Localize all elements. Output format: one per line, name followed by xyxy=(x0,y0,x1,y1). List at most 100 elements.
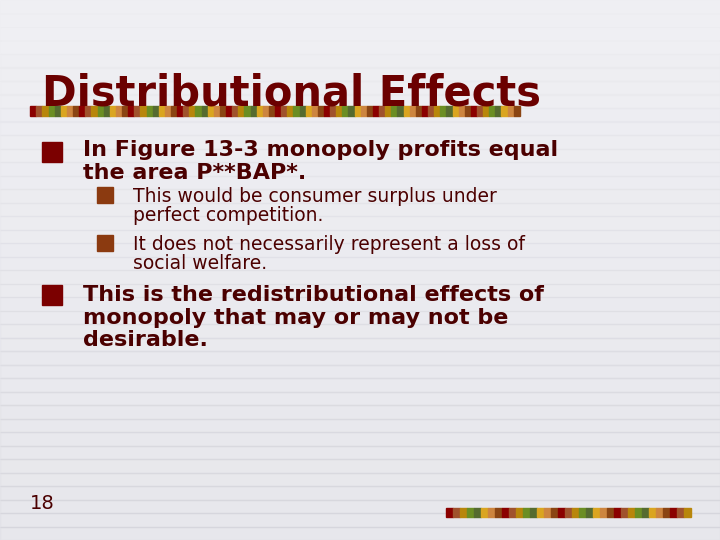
Bar xyxy=(348,106,355,116)
Bar xyxy=(422,106,428,116)
Bar xyxy=(453,106,459,116)
Bar xyxy=(0,500,720,513)
Bar xyxy=(0,513,720,526)
Bar xyxy=(0,526,720,540)
Bar xyxy=(98,106,104,116)
Text: the area P**BAP*.: the area P**BAP*. xyxy=(83,163,306,183)
Bar xyxy=(0,189,720,202)
Bar xyxy=(392,106,397,116)
Bar xyxy=(36,106,42,116)
Bar xyxy=(0,176,720,189)
Bar xyxy=(0,446,720,459)
Bar xyxy=(434,106,441,116)
Bar xyxy=(428,106,434,116)
Bar xyxy=(656,508,663,517)
Text: Distributional Effects: Distributional Effects xyxy=(42,73,541,115)
Bar xyxy=(0,297,720,310)
Text: perfect competition.: perfect competition. xyxy=(133,206,323,225)
Bar xyxy=(0,432,720,445)
Bar xyxy=(678,508,684,517)
Bar xyxy=(0,418,720,432)
Bar xyxy=(488,508,495,517)
Bar xyxy=(245,106,251,116)
Bar xyxy=(312,106,318,116)
Bar xyxy=(482,508,488,517)
Bar xyxy=(531,508,537,517)
Bar xyxy=(116,106,122,116)
Bar xyxy=(0,40,720,54)
Bar xyxy=(0,364,720,378)
Bar xyxy=(330,106,336,116)
Bar xyxy=(502,106,508,116)
Bar xyxy=(128,106,135,116)
Bar xyxy=(0,148,720,162)
Bar xyxy=(474,508,482,517)
Bar xyxy=(97,187,113,203)
Bar xyxy=(490,106,495,116)
Bar xyxy=(171,106,177,116)
Bar xyxy=(73,106,79,116)
Bar xyxy=(208,106,214,116)
Bar xyxy=(0,284,720,297)
Bar xyxy=(110,106,116,116)
Bar xyxy=(122,106,128,116)
Bar xyxy=(572,508,580,517)
Bar xyxy=(269,106,275,116)
Bar xyxy=(483,106,490,116)
Bar xyxy=(79,106,86,116)
Bar xyxy=(305,106,312,116)
Bar xyxy=(0,0,720,14)
Text: This would be consumer surplus under: This would be consumer surplus under xyxy=(133,187,497,206)
Bar xyxy=(649,508,656,517)
Bar xyxy=(580,508,586,517)
Bar xyxy=(140,106,147,116)
Bar xyxy=(600,508,607,517)
Bar xyxy=(324,106,330,116)
Bar xyxy=(202,106,208,116)
Bar xyxy=(477,106,483,116)
Bar xyxy=(0,324,720,338)
Bar xyxy=(0,202,720,216)
Text: This is the redistributional effects of: This is the redistributional effects of xyxy=(83,285,544,305)
Bar xyxy=(514,106,520,116)
Bar xyxy=(397,106,403,116)
Bar xyxy=(238,106,245,116)
Bar xyxy=(537,508,544,517)
Bar xyxy=(0,230,720,243)
Bar xyxy=(454,508,460,517)
Bar xyxy=(147,106,153,116)
Bar xyxy=(416,106,422,116)
Text: social welfare.: social welfare. xyxy=(133,254,267,273)
Bar xyxy=(460,508,467,517)
Bar xyxy=(0,270,720,284)
Bar xyxy=(287,106,294,116)
Bar xyxy=(0,378,720,392)
Bar xyxy=(60,106,67,116)
Bar xyxy=(508,106,514,116)
Bar xyxy=(565,508,572,517)
Bar xyxy=(503,508,509,517)
Bar xyxy=(0,94,720,108)
Bar xyxy=(343,106,348,116)
Bar xyxy=(104,106,110,116)
Text: In Figure 13-3 monopoly profits equal: In Figure 13-3 monopoly profits equal xyxy=(83,140,558,160)
Bar xyxy=(0,405,720,418)
Bar xyxy=(0,108,720,122)
Bar xyxy=(42,285,62,305)
Bar xyxy=(670,508,678,517)
Bar xyxy=(196,106,202,116)
Bar xyxy=(385,106,392,116)
Bar xyxy=(0,338,720,351)
Bar xyxy=(607,508,614,517)
Bar xyxy=(49,106,55,116)
Bar xyxy=(558,508,565,517)
Bar xyxy=(593,508,600,517)
Bar xyxy=(263,106,269,116)
Bar xyxy=(379,106,385,116)
Bar xyxy=(0,472,720,486)
Bar xyxy=(523,508,531,517)
Bar xyxy=(621,508,629,517)
Bar xyxy=(189,106,196,116)
Bar xyxy=(0,392,720,405)
Bar xyxy=(471,106,477,116)
